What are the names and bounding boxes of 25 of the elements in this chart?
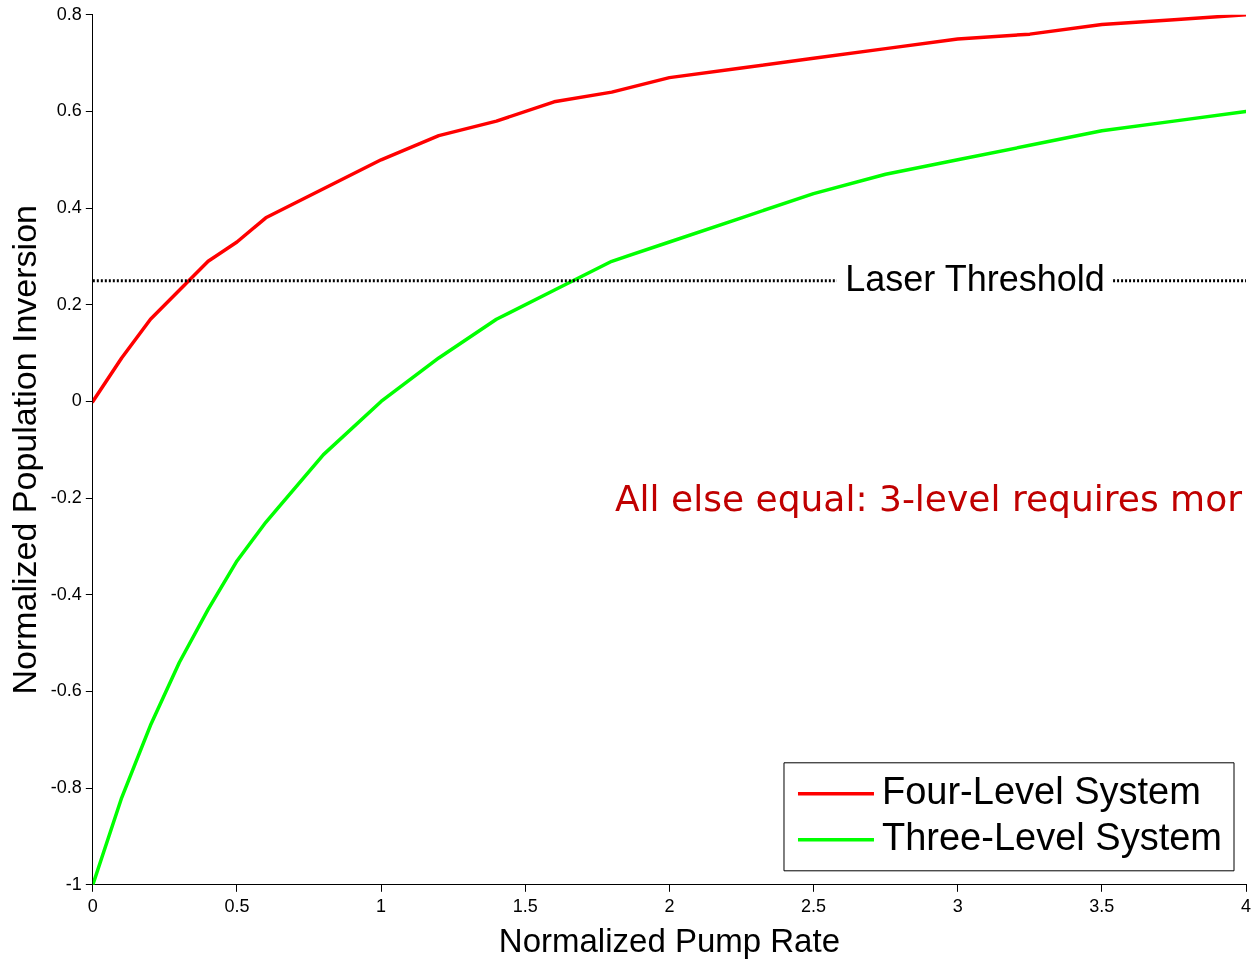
x-tick-label: 2.5 xyxy=(801,895,827,916)
y-tick-label: 0.2 xyxy=(56,293,82,314)
x-tick-label: 2 xyxy=(664,895,675,916)
x-tick-label: 3 xyxy=(952,895,963,916)
x-tick-label: 4 xyxy=(1240,895,1252,916)
annotation: All else equal: 3-level requires mor xyxy=(614,478,1243,520)
y-tick-label: 0 xyxy=(71,390,82,411)
y-tick-label: 0.4 xyxy=(56,197,82,218)
y-axis-title: Normalized Population Inversion xyxy=(4,205,43,695)
x-tick-label: 0.5 xyxy=(224,895,250,916)
x-tick-label: 3.5 xyxy=(1089,895,1115,916)
y-tick-label: -1 xyxy=(65,873,82,894)
y-tick-label: -0.2 xyxy=(50,487,82,508)
y-tick-label: 0.6 xyxy=(56,100,82,121)
y-tick-label: -0.4 xyxy=(50,583,82,604)
x-axis-title: Normalized Pump Rate xyxy=(498,922,840,960)
y-tick-label: -0.8 xyxy=(50,777,82,798)
x-tick-label: 1.5 xyxy=(512,895,538,916)
legend-label: Four-Level System xyxy=(881,770,1201,813)
y-tick-label: -0.6 xyxy=(50,680,82,701)
x-tick-label: 0 xyxy=(87,895,98,916)
y-tick-label: 0.8 xyxy=(56,3,82,24)
x-tick-label: 1 xyxy=(376,895,387,916)
ref-line-label: Laser Threshold xyxy=(845,257,1105,299)
legend-label: Three-Level System xyxy=(881,816,1222,859)
